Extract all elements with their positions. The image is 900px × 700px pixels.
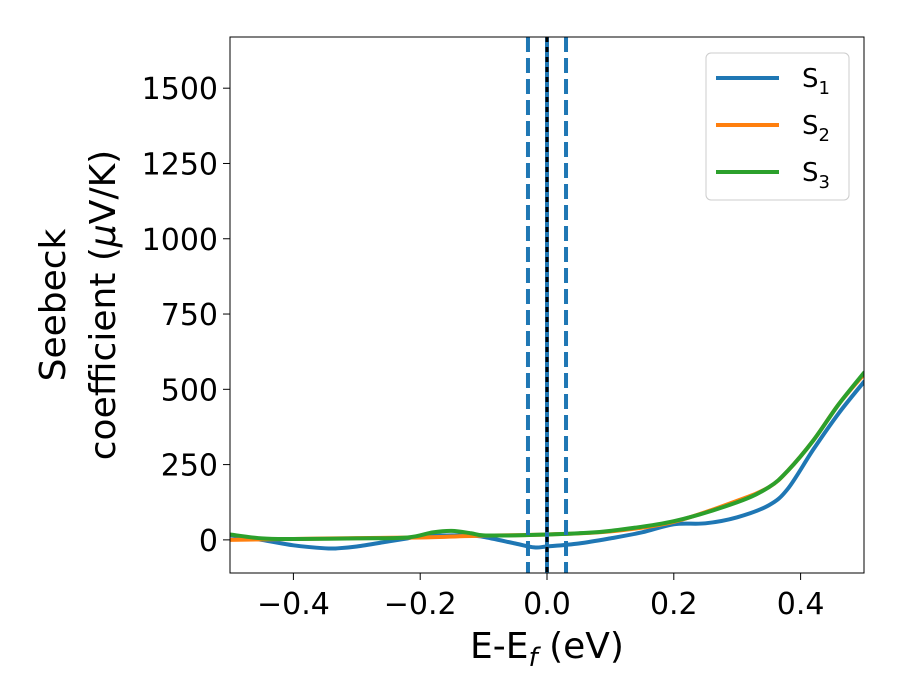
x-axis-title-unit: (eV): [538, 626, 624, 667]
x-tick-label: −0.2: [384, 587, 457, 622]
y-tick-label: 1250: [142, 147, 218, 182]
x-tick-label: 0.2: [650, 587, 698, 622]
y-axis-title-line1: Seebeck: [33, 228, 74, 381]
legend-label-s3: S3: [802, 158, 830, 193]
x-tick-label: 0.4: [777, 587, 825, 622]
legend: S1 S2 S3: [705, 52, 850, 201]
y-axis-title: Seebeck coefficient (μV/K): [33, 150, 124, 460]
x-axis-title: E-Ef (eV): [470, 626, 624, 673]
vertical-lines: [525, 37, 569, 573]
y-tick-label: 0: [199, 524, 218, 559]
y-tick-label: 250: [161, 449, 218, 484]
y-tick-label: 500: [161, 373, 218, 408]
y-tick-label: 1500: [142, 72, 218, 107]
y-axis-title-line2: coefficient (μV/K): [83, 150, 124, 460]
x-tick-label: −0.4: [257, 587, 330, 622]
series-line-s3: [230, 370, 864, 541]
y-axis: 0 250 500 750 1000 1250 1500: [142, 72, 230, 559]
x-tick-label: 0.0: [523, 587, 571, 622]
x-axis: −0.4 −0.2 0.0 0.2 0.4: [257, 573, 824, 622]
legend-label-s2: S2: [802, 111, 830, 146]
y-tick-label: 1000: [142, 223, 218, 258]
y-tick-label: 750: [161, 298, 218, 333]
legend-label-s1: S1: [802, 64, 830, 99]
